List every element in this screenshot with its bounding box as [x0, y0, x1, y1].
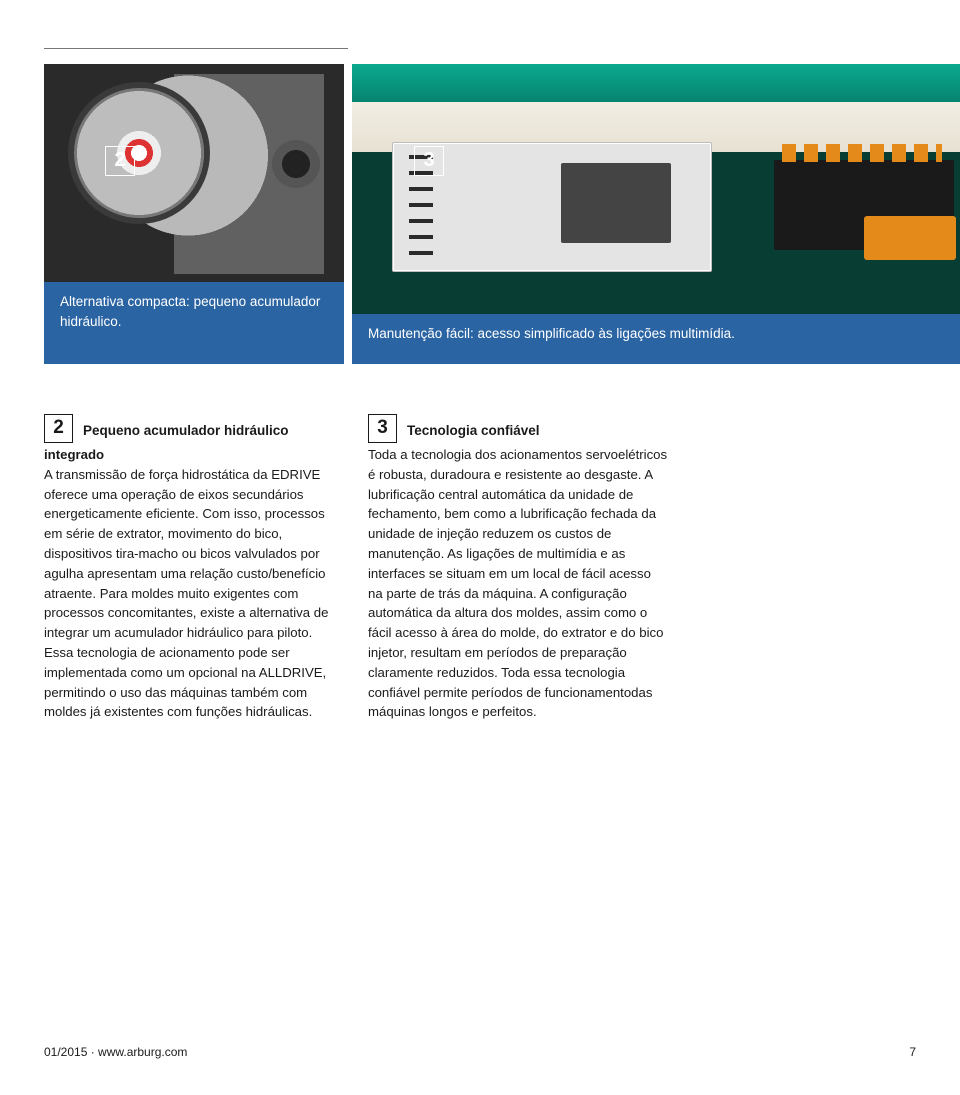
column-3-heading: Tecnologia confiável — [407, 421, 540, 443]
top-rule — [44, 48, 348, 49]
column-3: 3 Tecnologia confiável Toda a tecnologia… — [368, 414, 668, 722]
footer-page-number: 7 — [909, 1045, 916, 1059]
column-2-number: 2 — [44, 414, 73, 443]
hero-number-2: 2 — [105, 146, 135, 176]
hero-caption-right: Manutenção fácil: acesso simplificado às… — [352, 314, 960, 364]
column-2: 2 Pequeno acumulador hidráulico integrad… — [44, 414, 344, 722]
hero-photo-accumulator — [44, 64, 344, 282]
footer-left: 01/2015 · www.arburg.com — [44, 1045, 187, 1059]
hero-caption-left: Alternativa compacta: pequeno acumulador… — [44, 282, 344, 364]
column-2-lead: integrado — [44, 447, 104, 462]
text-columns: 2 Pequeno acumulador hidráulico integrad… — [44, 414, 668, 722]
column-2-heading: Pequeno acumulador hidráulico — [83, 421, 289, 443]
column-3-number: 3 — [368, 414, 397, 443]
hero-photo-connections — [352, 64, 960, 314]
column-3-body: Toda a tecnologia dos acionamentos servo… — [368, 447, 667, 719]
hero-region: 2 3 Alternativa compacta: pequeno acumul… — [44, 64, 960, 364]
hero-number-3: 3 — [414, 146, 444, 176]
machine-manifold — [774, 160, 954, 250]
column-2-body: A transmissão de força hidrostática da E… — [44, 467, 328, 720]
hero-panel-right: Manutenção fácil: acesso simplificado às… — [352, 64, 960, 364]
page-footer: 01/2015 · www.arburg.com 7 — [44, 1045, 916, 1059]
hero-panel-left: Alternativa compacta: pequeno acumulador… — [44, 64, 344, 364]
machine-teal-cover — [352, 64, 960, 102]
